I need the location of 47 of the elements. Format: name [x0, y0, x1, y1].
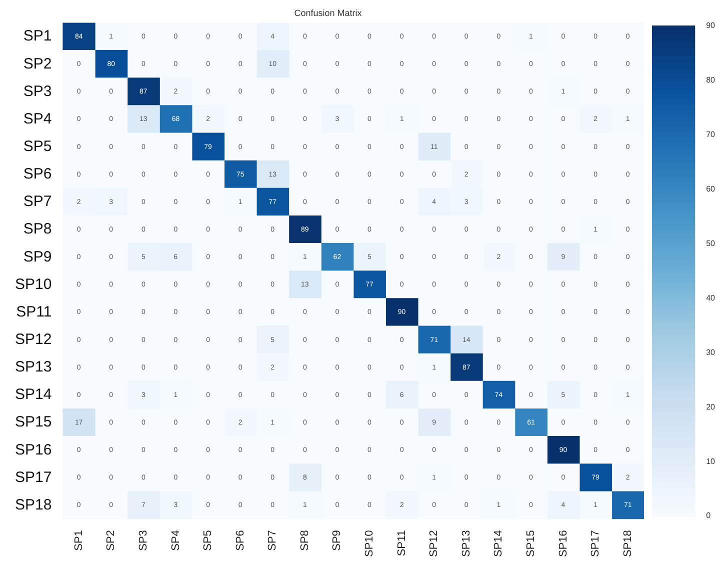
x-tick-label: SP5	[202, 530, 214, 551]
y-tick-label: SP4	[23, 110, 52, 128]
x-tick-label: SP1	[72, 530, 85, 551]
y-tick-label: SP18	[14, 496, 52, 514]
y-tick-label: SP9	[23, 248, 52, 266]
x-tick-label: SP13	[460, 530, 472, 558]
x-tick-label: SP8	[298, 530, 311, 551]
color-bar-label: 0	[706, 511, 712, 520]
x-tick-label: SP4	[170, 530, 182, 551]
y-tick-label: SP1	[23, 28, 52, 45]
y-tick-label: SP12	[14, 331, 52, 348]
y-tick-label: SP17	[14, 468, 52, 486]
x-tick-label: SP12	[428, 530, 440, 558]
y-tick-label: SP11	[16, 303, 52, 320]
x-tick-label: SP10	[364, 530, 376, 558]
y-tick-label: SP3	[23, 82, 52, 100]
y-tick-label: SP7	[23, 193, 52, 210]
x-tick-label: SP2	[105, 530, 118, 551]
color-bar-label: 40	[706, 293, 716, 302]
x-tick-label: SP11	[396, 530, 408, 556]
x-tick-label: SP17	[590, 530, 602, 558]
x-tick-label: SP7	[266, 530, 279, 551]
x-tick-label: SP9	[331, 530, 344, 551]
color-bar-label: 70	[706, 130, 716, 140]
y-tick-label: SP6	[23, 166, 52, 183]
color-bar-label: 30	[706, 348, 716, 357]
x-tick-label: SP3	[137, 530, 150, 551]
y-tick-label: SP14	[14, 386, 52, 404]
y-tick-label: SP10	[14, 276, 52, 293]
y-tick-label: SP5	[23, 138, 52, 156]
x-tick-label: SP15	[525, 530, 537, 558]
y-tick-label: SP15	[14, 414, 52, 431]
color-bar-label: 80	[706, 76, 716, 85]
color-bar-label: 90	[706, 21, 716, 30]
y-tick-label: SP13	[14, 358, 52, 376]
x-tick-label: SP6	[234, 530, 246, 551]
y-tick-label: SP8	[23, 220, 52, 238]
color-bar-label: 20	[706, 402, 716, 412]
color-bar-label: 10	[706, 456, 716, 466]
x-tick-label: SP18	[622, 530, 634, 558]
color-bar-label: 60	[706, 184, 716, 194]
x-tick-label: SP16	[557, 530, 570, 558]
y-tick-label: SP2	[23, 55, 52, 72]
y-tick-label: SP16	[14, 441, 52, 458]
x-tick-label: SP14	[492, 530, 505, 558]
color-bar-label: 50	[706, 238, 716, 248]
chart-title: Confusion Matrix	[294, 8, 362, 18]
